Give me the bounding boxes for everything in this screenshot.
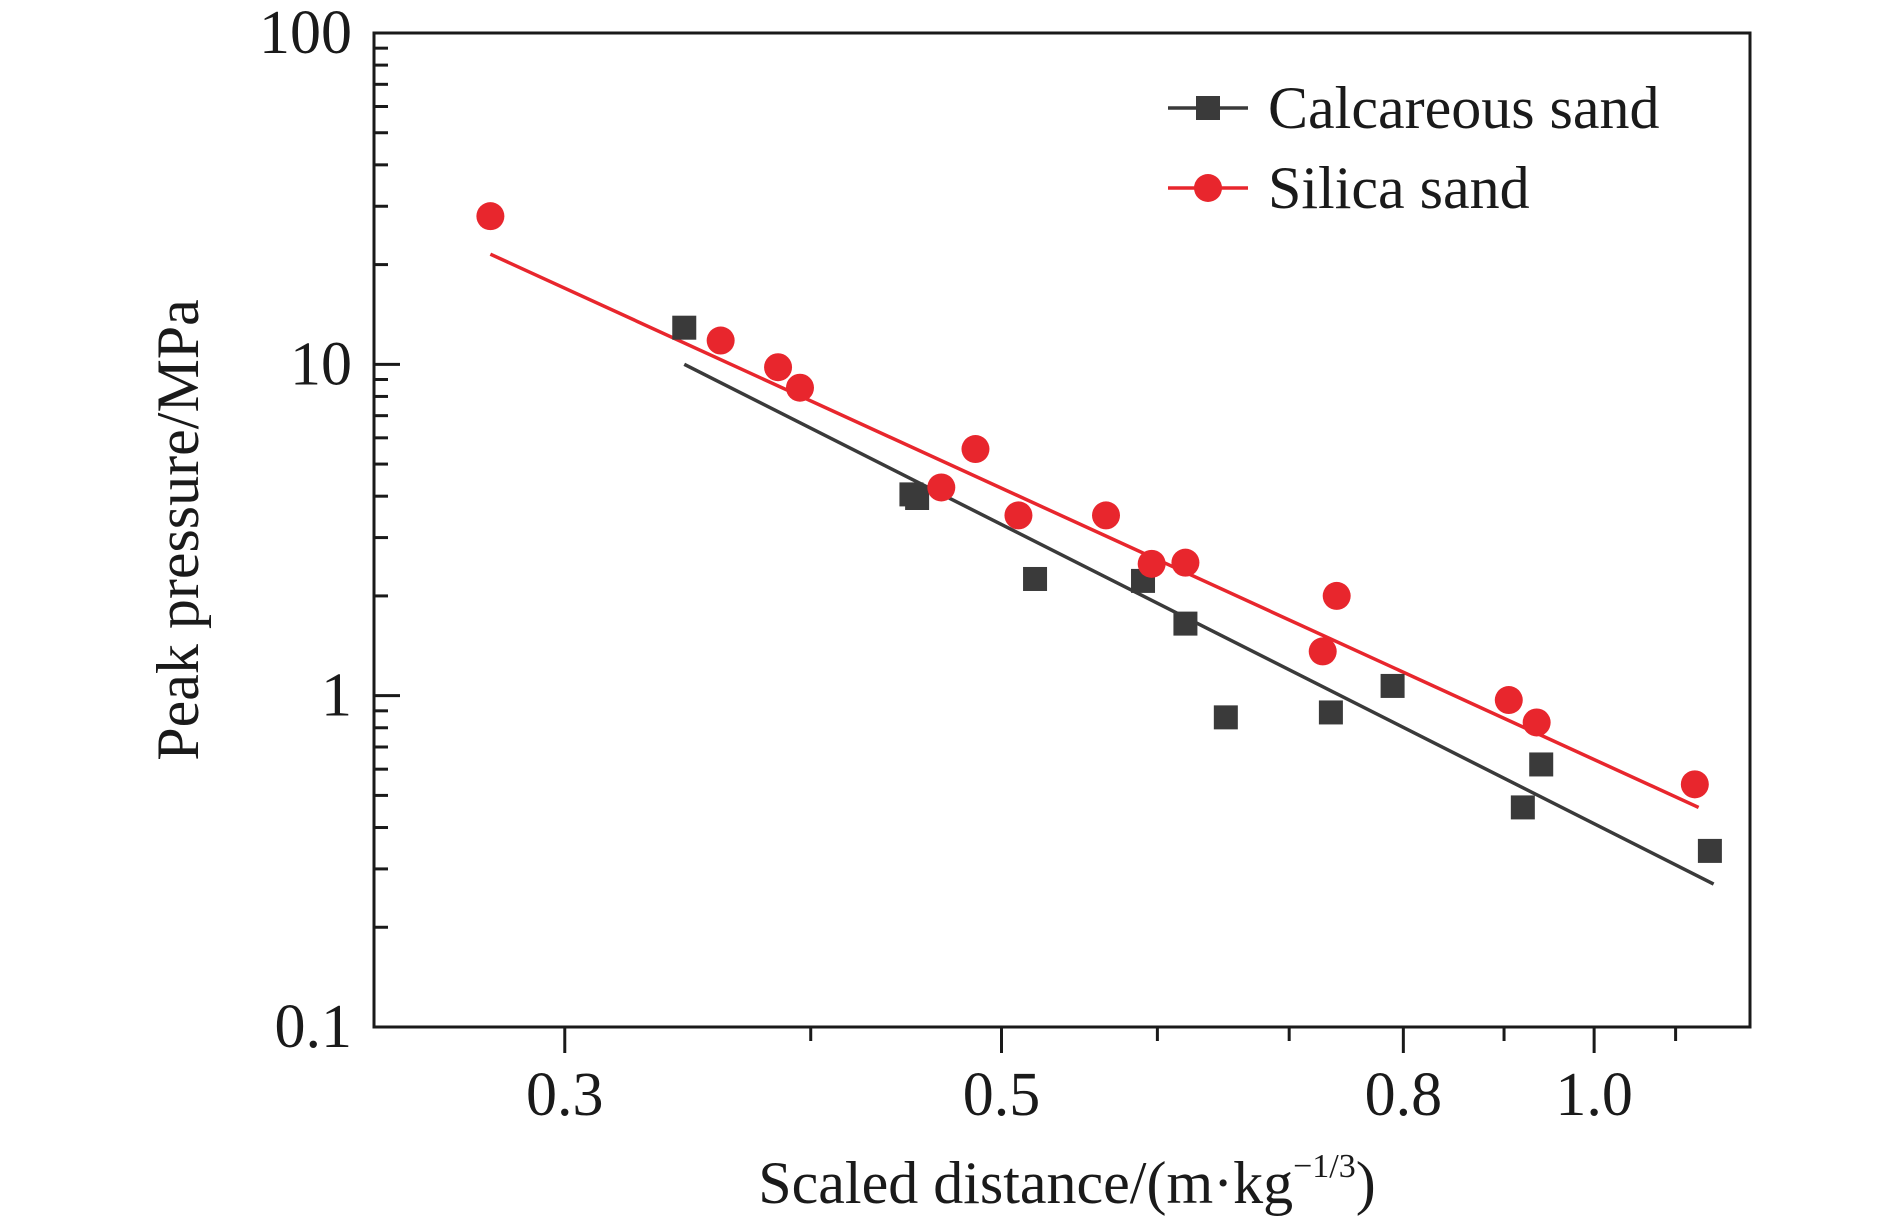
silica-point	[1494, 686, 1523, 715]
x-axis-ticks: 0.3 0.5 0.8 1.0	[526, 1027, 1678, 1129]
fit-line	[683, 362, 1715, 886]
silica-point	[1137, 549, 1166, 578]
plot-frame	[372, 31, 1752, 1029]
y-tick-label: 1	[321, 662, 352, 730]
data-points	[476, 202, 1722, 863]
silica-point	[1522, 708, 1551, 737]
x-tick-label: 1.0	[1555, 1061, 1633, 1129]
silica-point	[764, 353, 793, 382]
x-axis-title-close: )	[1356, 1150, 1376, 1216]
calcareous-point	[1213, 705, 1238, 730]
silica-point	[961, 435, 990, 464]
silica-point	[785, 373, 814, 402]
silica-point	[927, 473, 956, 502]
y-axis-ticks: 0.1 1 10 100	[259, 0, 400, 1061]
calcareous-point	[1697, 838, 1722, 863]
fit-line	[489, 252, 1700, 809]
silica-point	[1092, 501, 1121, 530]
x-tick-label: 0.3	[526, 1061, 604, 1129]
calcareous-point	[1023, 566, 1048, 591]
calcareous-point	[905, 485, 930, 510]
silica-point	[1322, 581, 1351, 610]
silica-point	[1680, 770, 1709, 799]
x-axis-title: Scaled distance/(m·kg−1/3)	[758, 1148, 1375, 1216]
silica-point	[706, 326, 735, 355]
calcareous-point	[1173, 611, 1198, 636]
silica-point	[1171, 548, 1200, 577]
calcareous-point	[1380, 673, 1405, 698]
x-axis-title-superscript: −1/3	[1293, 1148, 1356, 1185]
y-tick-label: 0.1	[275, 993, 353, 1061]
silica-point	[476, 202, 505, 231]
legend: Calcareous sand Silica sand	[1168, 75, 1660, 221]
calcareous-point	[1318, 700, 1343, 725]
x-tick-label: 0.8	[1365, 1061, 1443, 1129]
y-tick-label: 10	[290, 330, 352, 398]
calcareous-point	[1510, 795, 1535, 820]
calcareous-point	[1529, 752, 1554, 777]
x-axis-title-main: Scaled distance/(m·kg	[758, 1150, 1293, 1216]
x-tick-label: 0.5	[963, 1061, 1041, 1129]
silica-point	[1308, 637, 1337, 666]
legend-label: Calcareous sand	[1268, 75, 1660, 141]
y-axis-title: Peak pressure/MPa	[145, 299, 211, 761]
legend-square-marker	[1196, 96, 1220, 120]
silica-point	[1004, 501, 1033, 530]
fit-lines	[489, 252, 1715, 886]
calcareous-point	[672, 315, 697, 340]
y-tick-label: 100	[259, 0, 352, 67]
legend-circle-marker	[1194, 174, 1222, 202]
legend-label: Silica sand	[1268, 155, 1530, 221]
